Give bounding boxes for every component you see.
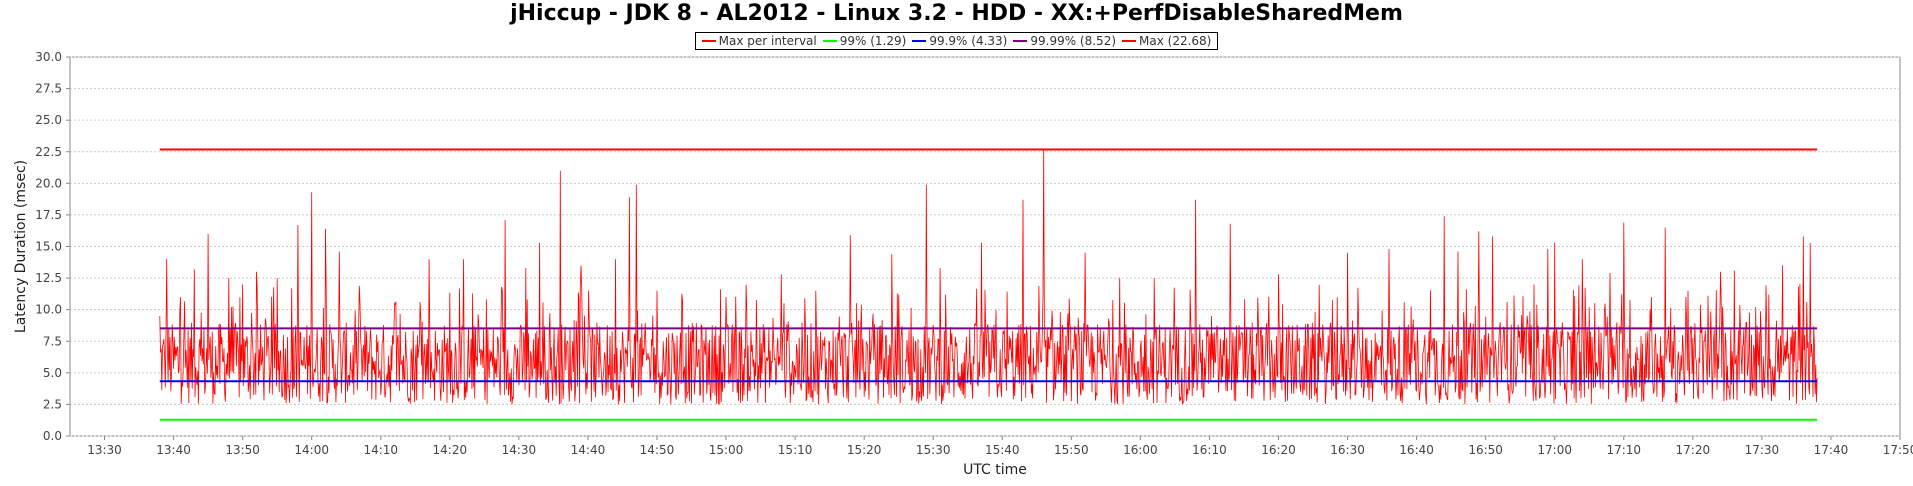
y-tick-label: 30.0 <box>35 50 62 64</box>
x-tick-label: 15:30 <box>916 443 951 457</box>
x-tick-label: 17:20 <box>1676 443 1711 457</box>
y-tick-label: 2.5 <box>43 397 62 411</box>
x-tick-label: 13:40 <box>156 443 191 457</box>
y-tick-label: 20.0 <box>35 176 62 190</box>
x-tick-label: 16:40 <box>1399 443 1434 457</box>
x-tick-label: 17:50 <box>1883 443 1913 457</box>
y-tick-label: 15.0 <box>35 240 62 254</box>
legend-label-99-9: 99.9% (4.33) <box>929 34 1008 48</box>
x-tick-label: 14:30 <box>502 443 537 457</box>
legend-item-99-9: 99.9% (4.33) <box>912 34 1007 48</box>
legend-swatch-99-99 <box>1013 40 1028 42</box>
legend-label-99: 99% (1.29) <box>839 34 907 48</box>
legend-swatch-99 <box>822 40 837 42</box>
x-tick-label: 15:40 <box>985 443 1020 457</box>
x-axis-label: UTC time <box>963 462 1027 478</box>
legend-item-99-99: 99.99% (8.52) <box>1013 34 1116 48</box>
x-tick-label: 13:30 <box>87 443 122 457</box>
legend-swatch-max <box>1122 40 1137 42</box>
x-tick-label: 14:50 <box>640 443 675 457</box>
legend-label-max-per-interval: Max per interval <box>718 34 817 48</box>
x-tick-label: 15:10 <box>778 443 813 457</box>
x-tick-label: 14:20 <box>433 443 468 457</box>
x-tick-label: 16:50 <box>1468 443 1503 457</box>
y-axis-label: Latency Duration (msec) <box>13 160 29 333</box>
x-tick-label: 15:00 <box>709 443 744 457</box>
x-tick-label: 14:40 <box>571 443 606 457</box>
x-tick-label: 17:10 <box>1606 443 1641 457</box>
x-tick-label: 15:50 <box>1054 443 1089 457</box>
legend-label-max: Max (22.68) <box>1139 34 1212 48</box>
x-tick-label: 14:00 <box>294 443 329 457</box>
x-tick-label: 17:40 <box>1814 443 1849 457</box>
y-tick-label: 25.0 <box>35 113 62 127</box>
legend-box: Max per interval 99% (1.29) 99.9% (4.33)… <box>694 32 1219 50</box>
x-tick-label: 16:10 <box>1192 443 1227 457</box>
y-tick-label: 0.0 <box>43 429 62 443</box>
x-tick-label: 13:50 <box>225 443 260 457</box>
legend-item-max: Max (22.68) <box>1122 34 1211 48</box>
x-tick-label: 17:00 <box>1537 443 1572 457</box>
chart-title: jHiccup - JDK 8 - AL2012 - Linux 3.2 - H… <box>510 1 1403 26</box>
y-tick-label: 12.5 <box>35 271 62 285</box>
legend-label-99-99: 99.99% (8.52) <box>1030 34 1117 48</box>
x-tick-label: 15:20 <box>847 443 882 457</box>
x-tick-label: 16:20 <box>1261 443 1296 457</box>
legend-item-99: 99% (1.29) <box>822 34 907 48</box>
y-tick-label: 27.5 <box>35 82 62 96</box>
y-tick-label: 17.5 <box>35 208 62 222</box>
legend-swatch-99-9 <box>912 40 927 42</box>
y-tick-label: 7.5 <box>43 334 62 348</box>
x-tick-label: 14:10 <box>363 443 398 457</box>
x-tick-label: 16:30 <box>1330 443 1365 457</box>
x-tick-label: 16:00 <box>1123 443 1158 457</box>
legend-item-max-per-interval: Max per interval <box>701 34 817 48</box>
y-tick-label: 5.0 <box>43 366 62 380</box>
legend-swatch-max-per-interval <box>701 40 716 42</box>
y-tick-label: 22.5 <box>35 145 62 159</box>
y-tick-label: 10.0 <box>35 303 62 317</box>
x-tick-label: 17:30 <box>1745 443 1780 457</box>
legend: Max per interval 99% (1.29) 99.9% (4.33)… <box>0 27 1913 50</box>
